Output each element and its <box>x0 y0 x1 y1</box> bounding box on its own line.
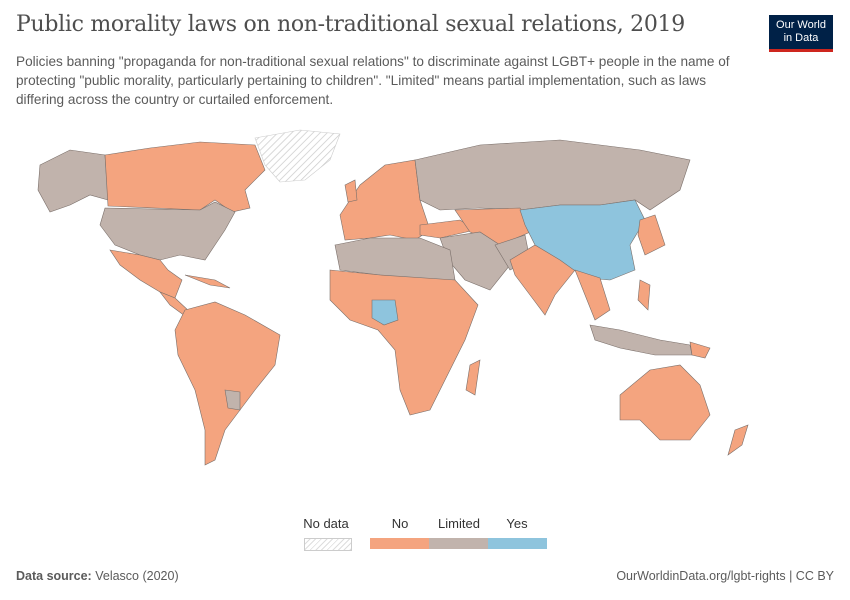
legend-no-label: No <box>391 516 409 531</box>
country-se-asia[interactable] <box>574 269 611 321</box>
logo-line: Our World <box>776 19 826 31</box>
legend-yes-swatch[interactable] <box>488 538 547 549</box>
world-map[interactable] <box>0 120 850 500</box>
legend-yes-label: Yes <box>506 516 528 531</box>
country-canada[interactable] <box>104 141 266 213</box>
legend-no-swatch[interactable] <box>370 538 429 549</box>
country-greenland[interactable] <box>254 129 341 183</box>
source-label: Data source: <box>16 569 92 583</box>
source-url[interactable]: OurWorldinData.org/lgbt-rights | CC BY <box>616 569 834 583</box>
country-russia[interactable] <box>414 139 691 211</box>
chart-subtitle: Policies banning "propaganda for non-tra… <box>16 54 730 107</box>
owid-logo[interactable]: Our World in Data <box>769 15 833 52</box>
source-value[interactable]: Velasco (2020) <box>95 569 179 583</box>
legend-no-data-label: No data <box>303 516 349 531</box>
data-source: Data source: Velasco (2020) <box>16 569 179 583</box>
country-paraguay[interactable] <box>224 389 241 411</box>
country-uk[interactable] <box>344 179 358 203</box>
country-caribbean[interactable] <box>184 274 231 289</box>
legend-limited-label: Limited <box>438 516 480 531</box>
country-indonesia[interactable] <box>589 324 693 356</box>
country-turkey-caucasus[interactable] <box>419 219 476 239</box>
country-usa[interactable] <box>99 201 236 261</box>
legend-no-data-swatch[interactable] <box>304 538 352 551</box>
country-philippines[interactable] <box>637 279 651 311</box>
page-title: Public morality laws on non-traditional … <box>16 12 685 37</box>
country-nigeria[interactable] <box>371 299 399 326</box>
country-mexico[interactable] <box>109 249 183 299</box>
country-australia[interactable] <box>619 364 711 441</box>
country-alaska[interactable] <box>37 149 109 213</box>
country-china[interactable] <box>519 199 646 281</box>
country-africa[interactable] <box>329 269 479 416</box>
country-new-zealand[interactable] <box>727 424 749 456</box>
logo-line: in Data <box>783 32 819 44</box>
country-japan-korea[interactable] <box>637 214 666 256</box>
country-madagascar[interactable] <box>465 359 481 396</box>
country-png[interactable] <box>689 341 711 359</box>
country-south-america[interactable] <box>174 301 281 466</box>
legend-limited-swatch[interactable] <box>429 538 488 549</box>
